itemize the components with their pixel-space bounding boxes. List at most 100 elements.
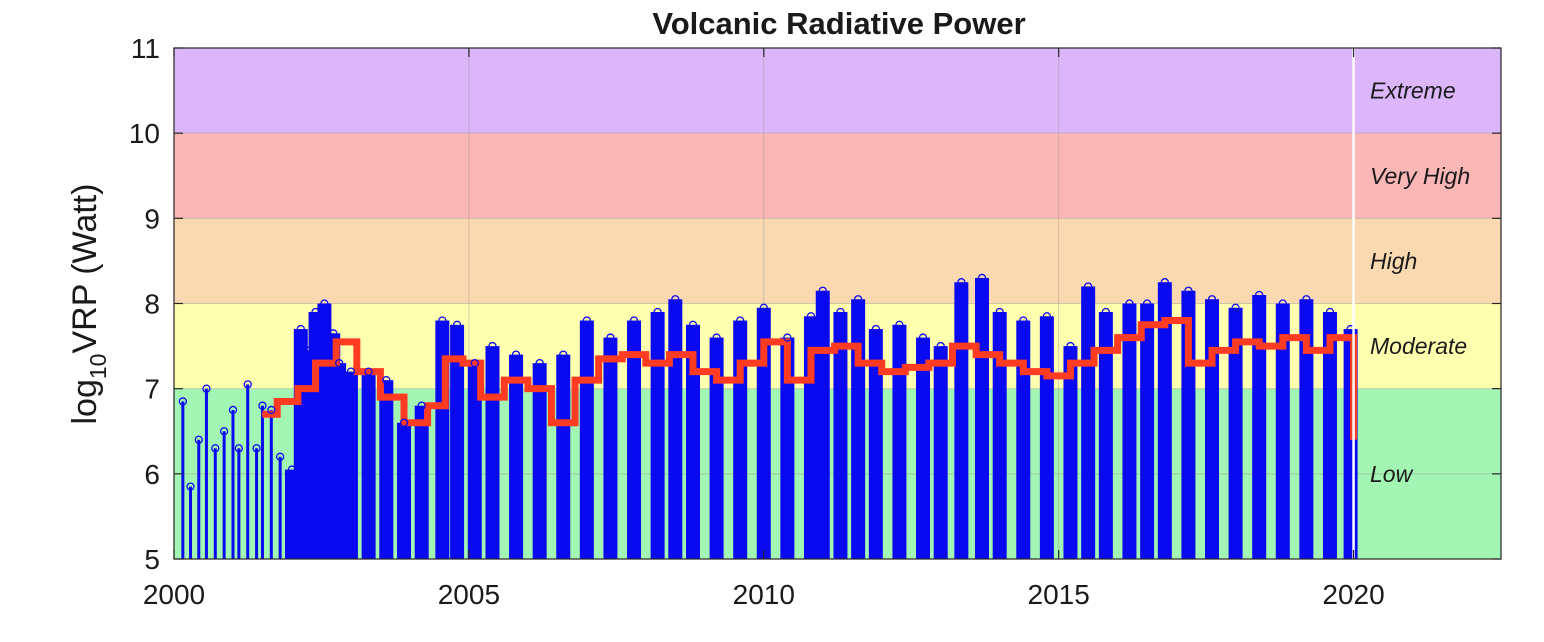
vrp-marker	[346, 367, 356, 376]
vrp-marker	[653, 307, 662, 317]
vrp-marker	[382, 375, 391, 385]
vrp-stem	[237, 448, 241, 559]
vrp-stem	[868, 329, 883, 559]
vrp-marker	[1019, 316, 1028, 325]
vrp-marker	[287, 465, 297, 474]
vrp-stem	[246, 384, 250, 559]
median-point	[739, 362, 742, 365]
vrp-stem	[397, 422, 412, 559]
vrp-marker	[202, 384, 211, 393]
vrp-marker	[977, 273, 987, 283]
y-tick-label: 7	[144, 374, 160, 405]
vrp-marker	[470, 358, 479, 368]
vrp-stem	[851, 299, 866, 559]
median-point	[1045, 374, 1048, 377]
vrp-marker	[276, 452, 285, 461]
median-point	[1305, 349, 1308, 352]
vrp-stem	[650, 312, 665, 559]
vrp-stem	[189, 486, 193, 559]
vrp-stem	[1122, 303, 1137, 559]
vrp-marker	[1278, 299, 1287, 308]
band-label-very-high: Very High	[1370, 163, 1470, 189]
vrp-stem	[780, 337, 795, 559]
x-tick-label: 2005	[438, 579, 500, 610]
band-label-moderate: Moderate	[1370, 333, 1467, 359]
vrp-stem	[1252, 294, 1267, 559]
vrp-marker	[1207, 295, 1217, 304]
vrp-marker	[252, 444, 261, 453]
vrp-stem	[1228, 307, 1243, 559]
vrp-stem	[603, 337, 618, 559]
vrp-marker	[712, 333, 721, 342]
vrp-marker	[783, 333, 792, 342]
median-series	[261, 317, 1358, 441]
vrp-stem	[974, 277, 989, 559]
median-point	[296, 387, 299, 390]
band-labels: Low Moderate High Very High Extreme	[1370, 78, 1470, 487]
vrp-stem	[954, 282, 969, 559]
vrp-stem	[1039, 316, 1054, 559]
vrp-stem	[231, 409, 235, 559]
chart-title: Volcanic Radiative Power	[652, 6, 1025, 41]
vrp-stem	[343, 371, 358, 559]
vrp-stem	[686, 324, 701, 559]
vrp-stem	[1063, 346, 1078, 559]
median-point	[1116, 336, 1119, 339]
vrp-stem	[668, 299, 683, 559]
band-very-high	[174, 133, 1501, 219]
vrp-marker	[320, 299, 329, 308]
median-point	[1281, 336, 1284, 339]
median-point	[461, 362, 464, 365]
vrp-stem	[992, 312, 1007, 559]
vrp-marker	[1084, 282, 1093, 291]
vrp-stem	[467, 363, 482, 559]
vrp-marker	[1160, 278, 1169, 287]
vrp-marker	[194, 435, 203, 444]
vrp-marker	[302, 346, 311, 355]
vrp-stem	[269, 409, 273, 559]
y-axis-label: log10VRP (Watt)	[66, 184, 111, 425]
vrp-stem	[450, 324, 465, 559]
vrp-marker	[329, 329, 338, 338]
median-point	[526, 387, 529, 390]
median-point	[1258, 345, 1261, 348]
median-point	[762, 340, 765, 343]
median-point	[261, 413, 264, 416]
vrp-marker	[1255, 290, 1264, 300]
axis-ticks: 2000 2005 2010 2015 2020 5 6 7 8 9 10 11	[129, 33, 1501, 610]
median-point	[668, 353, 671, 356]
vrp-marker	[853, 295, 863, 304]
median-point	[426, 404, 429, 407]
band-high	[174, 218, 1501, 304]
vrp-stem	[916, 337, 931, 559]
band-label-extreme: Extreme	[1370, 78, 1456, 104]
median-point	[276, 400, 279, 403]
vrp-stem	[204, 388, 208, 559]
x-tick-label: 2010	[733, 579, 795, 610]
vrp-stem	[1157, 282, 1172, 559]
median-point	[355, 370, 358, 373]
vrp-marker	[629, 316, 639, 325]
y-axis-label-subscript: 10	[85, 354, 111, 380]
vrp-stem	[833, 312, 848, 559]
vrp-stem	[361, 371, 376, 559]
vrp-marker	[1184, 286, 1193, 295]
band-extreme	[174, 48, 1501, 134]
x-tick-label: 2020	[1322, 579, 1384, 610]
vrp-stem	[532, 363, 547, 559]
vrp-stem-series	[181, 277, 1358, 559]
median-point	[692, 370, 695, 373]
vrp-marker	[918, 333, 928, 342]
x-tick-label: 2015	[1028, 579, 1090, 610]
median-point	[574, 379, 577, 382]
y-tick-label: 9	[144, 203, 160, 234]
vrp-marker	[234, 444, 244, 453]
vrp-stem	[1016, 320, 1031, 559]
vrp-stem	[709, 337, 724, 559]
vrp-marker	[228, 405, 238, 415]
median-point	[644, 362, 647, 365]
band-label-high: High	[1370, 248, 1417, 274]
vrp-stem	[485, 346, 500, 559]
vrp-stem	[892, 324, 907, 559]
